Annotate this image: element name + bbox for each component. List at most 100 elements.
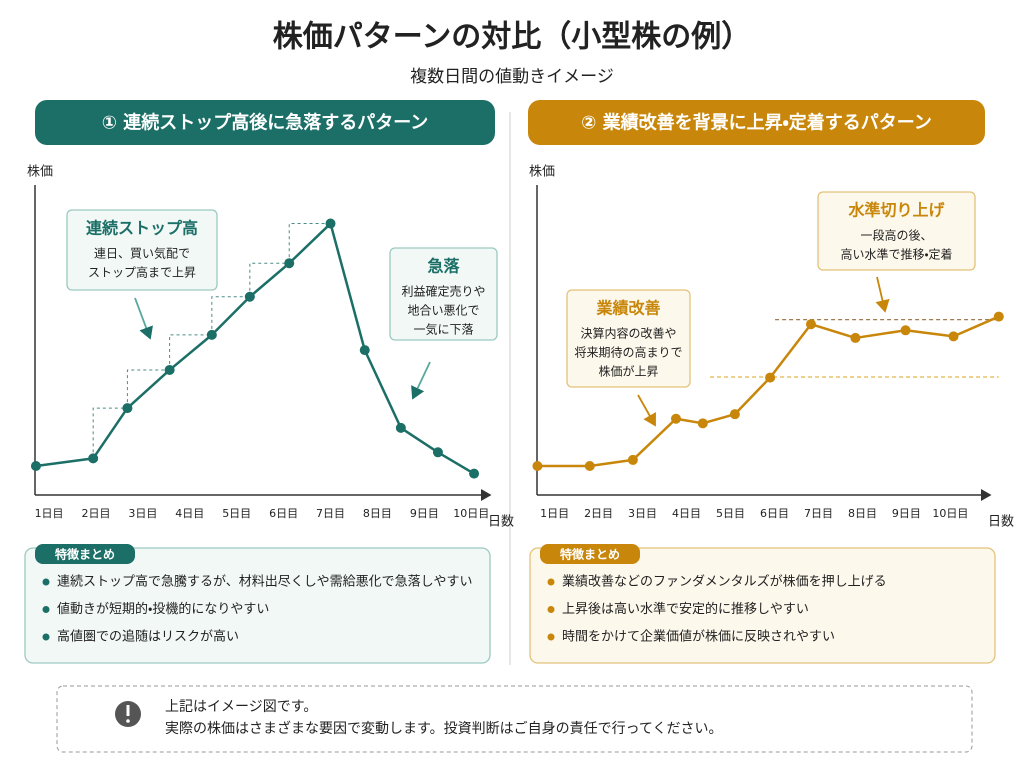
- step-guide: [126, 369, 170, 409]
- panel-title: ① 連続ストップ高後に急落するパターン: [102, 112, 429, 134]
- annotation-text: 将来期待の高まりで: [574, 346, 682, 360]
- x-tick-label: 10日目: [932, 507, 968, 520]
- price-point: [948, 331, 959, 342]
- x-tick-label: 8日目: [363, 507, 392, 520]
- summary-title: 特徴まとめ: [55, 547, 115, 562]
- x-tick-label: 7日目: [804, 507, 833, 520]
- annotation-arrow: [134, 297, 153, 340]
- annotation-arrow: [411, 361, 431, 400]
- price-point: [469, 468, 480, 479]
- x-tick-label: 4日目: [175, 507, 204, 520]
- price-point: [584, 461, 595, 472]
- x-tick-label: 3日目: [628, 507, 657, 520]
- x-axis-label: 日数: [988, 515, 1014, 530]
- y-axis-label: 株価: [27, 165, 53, 180]
- summary-item: 高値圏での追随はリスクが高い: [57, 629, 239, 645]
- summary-bullet: [547, 606, 555, 613]
- x-tick-label: 7日目: [316, 507, 345, 520]
- price-point: [164, 364, 175, 375]
- summary-item: 値動きが短期的・投機的になりやすい: [57, 601, 269, 617]
- summary-box: [529, 547, 996, 664]
- price-point: [88, 453, 99, 464]
- x-tick-label: 5日目: [222, 507, 251, 520]
- summary-title: 特徴まとめ: [560, 547, 620, 562]
- price-point: [325, 218, 336, 229]
- panel-title: ② 業績改善を背景に上昇・定着するパターン: [581, 112, 932, 134]
- annotation-box: [66, 209, 218, 291]
- summary-bullet: [42, 633, 50, 641]
- price-point: [729, 409, 740, 420]
- annotation-title: 連続ストップ高: [86, 219, 198, 238]
- price-point: [532, 461, 543, 472]
- annotation-title: 業績改善: [595, 299, 660, 318]
- annotation-text: 高い水準で推移・定着: [840, 247, 952, 262]
- annotation-box: [817, 191, 976, 271]
- price-point: [30, 461, 41, 472]
- annotation-text: 一段高の後、: [860, 228, 932, 243]
- price-point: [359, 345, 370, 356]
- x-tick-label: 4日目: [672, 507, 701, 520]
- summary-bullet: [42, 578, 50, 586]
- annotation-title: 急落: [427, 257, 460, 276]
- annotation-text: 利益確定売りや: [401, 284, 485, 299]
- annotation-text: 決算内容の改善や: [580, 326, 676, 341]
- page-subtitle: 複数日間の値動きイメージ: [410, 67, 614, 87]
- page-title: 株価パターンの対比（小型株の例）: [273, 20, 752, 55]
- x-tick-label: 5日目: [716, 507, 745, 520]
- price-point: [850, 332, 861, 343]
- price-point: [284, 258, 295, 269]
- annotation-arrow: [875, 276, 890, 313]
- price-line: [35, 222, 475, 475]
- price-point: [697, 418, 708, 429]
- price-point: [122, 403, 133, 414]
- notice-line: 上記はイメージ図です。: [165, 699, 317, 715]
- x-tick-label: 3日目: [128, 507, 157, 520]
- x-tick-label: 1日目: [35, 507, 64, 520]
- x-axis-label: 日数: [488, 515, 514, 530]
- annotation-box: [389, 247, 498, 341]
- summary-item: 連続ストップ高で急騰するが、材料出尽くしや需給悪化で急落しやすい: [57, 574, 472, 590]
- notice-icon-dot: [126, 719, 130, 723]
- price-point: [805, 319, 816, 330]
- price-point: [395, 422, 406, 433]
- price-point: [900, 325, 911, 336]
- summary-bullet: [547, 578, 555, 586]
- summary-tag: [35, 544, 135, 564]
- annotation-text: 株価が上昇: [598, 364, 658, 379]
- summary-bullet: [42, 606, 50, 613]
- annotation-arrow: [637, 394, 656, 427]
- x-tick-label: 9日目: [892, 507, 921, 520]
- price-point: [627, 454, 638, 465]
- price-point: [432, 447, 443, 458]
- panel-header: [528, 100, 985, 145]
- summary-tag: [540, 544, 640, 564]
- price-point: [244, 291, 255, 302]
- summary-item: 業績改善などのファンダメンタルズが株価を押し上げる: [562, 574, 887, 590]
- notice-line: 実際の株価はさまざまな要因で変動します。投資判断はご自身の責任で行ってください。: [165, 720, 722, 737]
- annotation-box: [566, 289, 691, 388]
- x-tick-label: 2日目: [584, 507, 613, 520]
- x-tick-label: 6日目: [760, 507, 789, 520]
- step-guide: [288, 223, 331, 264]
- summary-item: 時間をかけて企業価値が株価に反映されやすい: [562, 629, 835, 645]
- summary-box: [24, 547, 491, 664]
- notice-icon-bar: [126, 705, 130, 716]
- annotation-text: 一気に下落: [413, 322, 473, 337]
- x-tick-label: 10日目: [453, 507, 489, 520]
- step-guide: [211, 296, 250, 335]
- price-point: [765, 372, 776, 383]
- x-tick-label: 9日目: [410, 507, 439, 520]
- y-axis-label: 株価: [529, 165, 555, 180]
- price-point: [206, 329, 217, 340]
- x-tick-label: 2日目: [81, 507, 110, 520]
- panel-header: [35, 100, 495, 145]
- x-tick-label: 8日目: [848, 507, 877, 520]
- price-point: [993, 311, 1004, 322]
- annotation-text: 地合い悪化で: [407, 304, 479, 318]
- price-line: [537, 315, 1000, 468]
- summary-bullet: [547, 633, 555, 641]
- x-tick-label: 1日目: [540, 507, 569, 520]
- annotation-text: ストップ高まで上昇: [88, 266, 196, 280]
- x-tick-label: 6日目: [269, 507, 298, 520]
